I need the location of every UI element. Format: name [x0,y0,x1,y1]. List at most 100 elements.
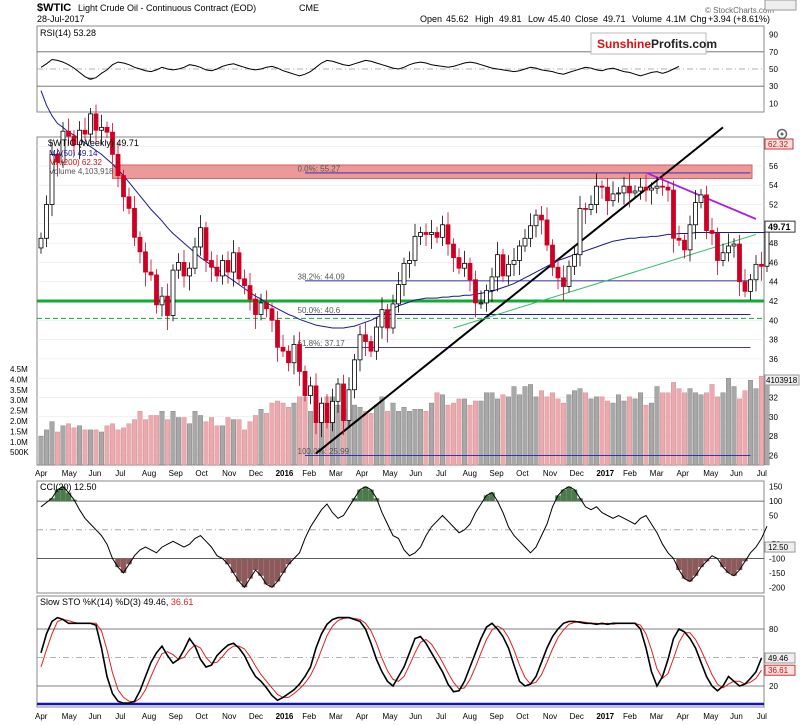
candle-body [302,371,308,396]
volume-bar [110,423,115,466]
ohlc-volume-value: 4.1M [666,14,686,24]
candle-body [368,341,374,352]
price-tick-label: 26 [769,451,778,460]
cci-oversold-fill [236,558,242,582]
cci-oversold-fill [247,558,253,579]
cci-overbought-fill [571,489,578,502]
candle-body [533,214,539,227]
volume-tick-label: 4.5M [10,365,28,374]
candle-body [159,295,165,306]
volume-bar [731,386,737,466]
volume-bar [55,431,60,466]
candle-body [511,260,517,265]
price-x-label: Jun [88,469,101,478]
volume-bar [676,388,682,466]
volume-bar [418,409,423,466]
candle-body [324,402,330,423]
price-x-label: Apr [356,469,369,478]
candle-body [654,185,660,189]
candle-body [484,289,489,304]
ma200-value-box [764,138,794,150]
volume-bar [308,411,313,466]
candle-body [572,254,577,267]
candle-body [60,130,66,163]
candle-body [616,192,621,195]
candle-body [236,252,242,280]
settings-gear-icon[interactable] [776,128,788,140]
candle-body [374,326,379,352]
candle-body [539,214,544,221]
price-x-label: Aug [142,469,156,478]
volume-last-value: 4103918 [766,376,798,385]
cci-oversold-fill [230,558,237,573]
price-tick-label: 46 [769,258,778,267]
candle-body [550,244,555,268]
sto-x-label: Aug [463,712,477,721]
candle-body [407,260,412,264]
candle-body [137,236,143,253]
cci-oversold-fill [731,558,737,576]
cci-oversold-fill [258,558,264,576]
price-x-label: Feb [302,469,316,478]
candle-body [335,383,341,402]
volume-bar [49,421,55,466]
volume-bar [561,402,566,466]
candle-body [665,186,671,191]
volume-bar [236,419,242,466]
volume-tick-label: 3.5M [10,386,28,395]
candle-body [704,194,709,231]
candle-body [264,302,269,310]
candle-body [401,262,407,285]
candle-body [748,279,753,292]
candle-body [440,224,445,238]
candle-body [412,235,418,261]
volume-bar [522,386,528,466]
sto-x-label: Jun [88,712,101,721]
volume-tick-label: 4.0M [10,375,28,384]
ohlc-high-value: 49.81 [499,14,522,24]
sto-d-last-box [764,664,796,676]
cci-overbought-fill [362,486,369,502]
volume-bar [434,392,440,466]
cci-overbought-fill [357,489,363,502]
cci-overbought-fill [65,492,72,502]
candle-body [38,237,44,249]
volume-bar [143,419,148,466]
candle-body [396,284,401,305]
rsi-last-value: 53.28 [768,0,789,2]
chart-exchange: CME [299,3,319,13]
rsi-tick-label: 30 [769,82,778,91]
candle-body [660,185,665,188]
sto-x-label: 2017 [596,712,614,721]
volume-bar [275,400,280,466]
cci-title: CCI(20) 12.50 [40,482,97,492]
logo-text: SunshineProfits.com [597,37,717,51]
candle-body [341,383,346,422]
cci-oversold-fill [269,558,275,588]
candle-body [242,278,247,286]
cci-oversold-fill [115,558,121,568]
candle-body [330,400,335,423]
candle-body [115,153,121,176]
volume-bar [583,392,588,466]
candle-body [346,389,352,422]
candle-body [88,113,93,135]
candle-body [489,276,495,291]
ohlc-volume-label: Volume [632,14,662,24]
candle-body [418,232,423,237]
candle-body [181,262,187,277]
volume-bar [66,423,71,466]
sto-x-label: Jun [409,712,422,721]
candle-body [495,254,500,278]
volume-bar [462,398,467,466]
price-x-label: Nov [222,469,236,478]
candle-body [148,271,154,276]
candle-body [594,185,599,205]
cci-overbought-fill [368,489,374,502]
volume-bar [445,404,451,466]
sto-x-label: Apr [35,712,48,721]
cci-oversold-fill [120,558,127,573]
last-close-box [764,220,796,233]
